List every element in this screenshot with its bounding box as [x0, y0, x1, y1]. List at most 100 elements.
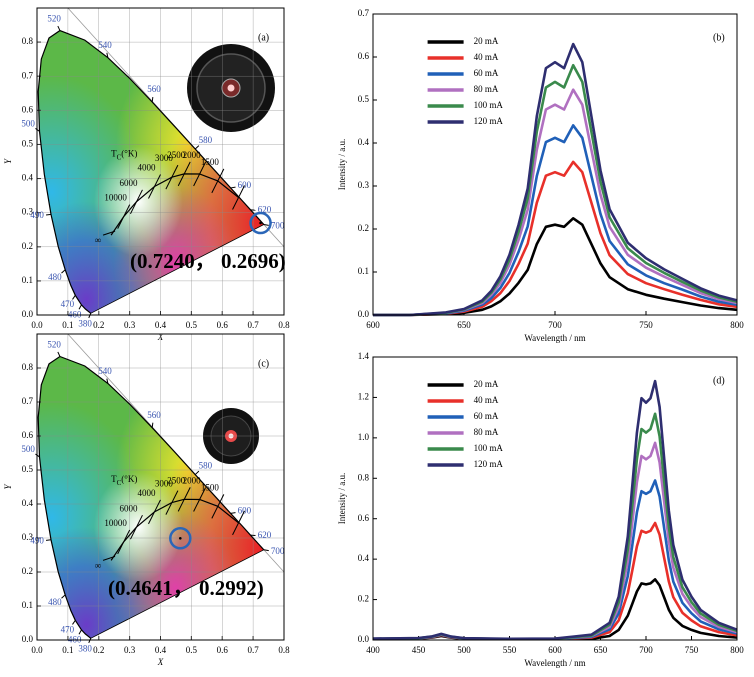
- legend-label: 20 mA: [474, 379, 499, 389]
- isotherm: [148, 174, 161, 199]
- x-tick-label: 0.3: [124, 320, 136, 330]
- cct-label: 10000: [104, 518, 127, 528]
- locus-tick: [45, 539, 52, 541]
- cct-label: 2500: [167, 475, 186, 485]
- isotherm: [193, 161, 207, 187]
- wavelength-label: 380: [78, 318, 92, 328]
- locus-tick: [57, 25, 61, 31]
- locus-tick: [106, 378, 109, 384]
- locus-tick: [151, 96, 154, 103]
- x-tick-label: 0.2: [93, 320, 104, 330]
- y-tick-label: 0.8: [22, 36, 34, 46]
- coordinate-annotation: (0.4641， 0.2992): [108, 576, 264, 600]
- locus-tick: [263, 549, 269, 552]
- y-axis-label: Intensity / a.u.: [337, 473, 347, 525]
- wavelength-label: 520: [47, 14, 61, 24]
- cct-title-t: T: [111, 474, 117, 484]
- wavelength-label: 500: [21, 444, 35, 454]
- x-tick-label: 0.1: [62, 645, 73, 655]
- y-axis-label: Y: [3, 484, 13, 490]
- cct-title: TC(°K): [111, 149, 137, 162]
- isotherm: [117, 204, 131, 229]
- x-tick-label: 0.6: [217, 645, 229, 655]
- cct-label: 3000: [155, 479, 174, 489]
- locus-tick: [57, 351, 61, 357]
- isotherm: [165, 164, 179, 190]
- cct-label: 1500: [201, 482, 220, 492]
- locus-tick: [88, 638, 92, 644]
- panel-line: 600 650 700 750 800 0.0 0.1 0.2 0.3 0.4 0.5 0.6 0.7 2…: [337, 8, 744, 343]
- panel-line: 400 450 500 550 600 650 700 750 800 0.0 0.2 0.4 0.6 0…: [337, 351, 744, 668]
- wavelength-label: 700: [271, 221, 285, 231]
- locus-tick: [194, 470, 200, 475]
- x-tick-label: 700: [639, 645, 653, 655]
- spectral-locus: [37, 29, 265, 314]
- locus-tick: [61, 594, 66, 599]
- legend-label: 100 mA: [474, 100, 504, 110]
- wavelength-label: 500: [21, 118, 35, 128]
- locus-tick: [230, 512, 236, 514]
- locus-tick: [78, 304, 82, 310]
- series-line: [373, 42, 738, 317]
- series-line: [373, 160, 738, 317]
- x-tick-label: 0.4: [155, 645, 167, 655]
- legend-label: 120 mA: [474, 116, 504, 126]
- cct-label: 3000: [155, 153, 174, 163]
- purple-line: [90, 549, 265, 639]
- wavelength-label: 600: [238, 180, 252, 190]
- wavelength-label: 460: [68, 309, 82, 319]
- coordinate-annotation: (0.7240， 0.2696): [130, 249, 286, 273]
- wavelength-label: 380: [78, 643, 92, 653]
- y-tick-label: 0.6: [22, 430, 34, 440]
- chromaticity-dot: [259, 221, 262, 225]
- legend-label: 80 mA: [474, 84, 499, 94]
- locus-tick: [61, 269, 66, 274]
- y-tick-label: 0.2: [358, 223, 369, 233]
- y-tick-label: 0.6: [22, 104, 34, 114]
- panel-label: (b): [713, 32, 725, 43]
- y-tick-label: 0.4: [358, 553, 370, 563]
- y-tick-label: 1.0: [358, 432, 370, 442]
- wavelength-label: 560: [147, 410, 161, 420]
- isotherm: [193, 487, 207, 512]
- isotherm: [177, 161, 191, 187]
- wavelength-label: 520: [47, 340, 61, 350]
- x-tick-label: 450: [412, 645, 426, 655]
- wavelength-label: 620: [258, 205, 272, 215]
- cct-label: 2500: [167, 150, 186, 160]
- isotherm: [102, 555, 116, 561]
- y-tick-label: 0.4: [22, 498, 34, 508]
- wavelength-label: 600: [238, 506, 252, 516]
- led-photo-a: [187, 44, 275, 132]
- wavelength-label: 620: [258, 530, 272, 540]
- series-line: [372, 441, 738, 641]
- cct-label: 6000: [119, 503, 138, 513]
- series-line: [372, 479, 738, 641]
- x-tick-label: 0.5: [186, 320, 198, 330]
- cct-label: 4000: [137, 488, 156, 498]
- cct-label: 2000: [183, 150, 202, 160]
- locus-tick: [194, 145, 200, 150]
- x-tick-label: 0.8: [278, 320, 290, 330]
- y-tick-label: 0.4: [22, 173, 34, 183]
- x-tick-label: 550: [503, 645, 517, 655]
- wavelength-label: 700: [271, 546, 285, 556]
- locus-tick: [151, 422, 154, 428]
- isotherm: [117, 529, 131, 555]
- plot-frame: [36, 7, 285, 316]
- x-tick-label: 0.3: [124, 645, 136, 655]
- isotherm: [211, 168, 225, 194]
- legend-label: 20 mA: [474, 36, 499, 46]
- y-tick-label: 0.2: [358, 594, 369, 604]
- x-tick-label: 750: [685, 645, 699, 655]
- x-axis-label: Wavelength / nm: [524, 658, 585, 668]
- cct-title: TC(°K): [111, 474, 137, 487]
- y-tick-label: 0.0: [358, 634, 370, 644]
- y-tick-label: 0.1: [358, 266, 369, 276]
- series-line: [373, 124, 738, 317]
- cct-label: 4000: [137, 163, 156, 173]
- legend-label: 60 mA: [474, 68, 499, 78]
- y-tick-label: 0.6: [358, 51, 370, 61]
- cct-title-sub: C: [117, 479, 122, 487]
